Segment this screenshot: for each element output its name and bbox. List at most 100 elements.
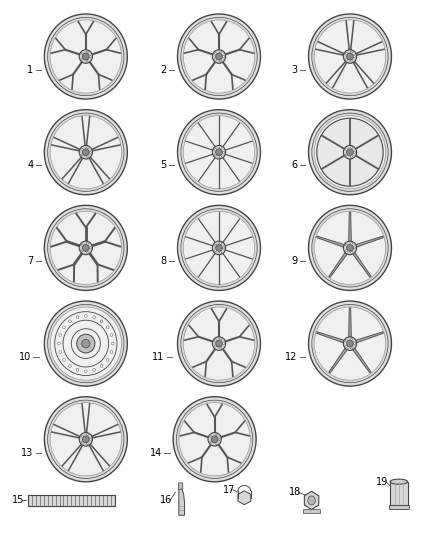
Ellipse shape <box>93 368 95 372</box>
Ellipse shape <box>350 51 352 53</box>
Ellipse shape <box>106 359 109 361</box>
FancyBboxPatch shape <box>389 505 409 510</box>
Ellipse shape <box>211 436 218 443</box>
Ellipse shape <box>214 58 216 60</box>
Ellipse shape <box>69 320 71 322</box>
Text: 1: 1 <box>27 65 33 75</box>
Ellipse shape <box>317 118 383 186</box>
Ellipse shape <box>215 443 217 445</box>
Ellipse shape <box>81 249 83 252</box>
Polygon shape <box>179 486 184 515</box>
Text: 5: 5 <box>160 160 166 171</box>
Ellipse shape <box>219 243 221 244</box>
Ellipse shape <box>184 20 254 93</box>
Ellipse shape <box>48 304 124 383</box>
Ellipse shape <box>314 211 385 285</box>
Polygon shape <box>329 347 348 373</box>
Polygon shape <box>317 332 346 343</box>
Ellipse shape <box>48 400 124 479</box>
Ellipse shape <box>81 441 83 443</box>
Ellipse shape <box>346 249 347 252</box>
Ellipse shape <box>173 397 256 482</box>
Ellipse shape <box>181 113 257 191</box>
Ellipse shape <box>343 337 357 350</box>
Text: 12: 12 <box>285 352 297 362</box>
Ellipse shape <box>346 53 347 55</box>
Ellipse shape <box>208 432 221 446</box>
Ellipse shape <box>81 154 83 156</box>
Ellipse shape <box>215 245 223 251</box>
Text: 16: 16 <box>160 495 172 505</box>
Ellipse shape <box>177 400 253 479</box>
Ellipse shape <box>86 147 88 149</box>
Ellipse shape <box>50 211 121 285</box>
Ellipse shape <box>346 340 353 347</box>
Ellipse shape <box>350 243 352 244</box>
Ellipse shape <box>110 334 113 336</box>
Ellipse shape <box>81 340 90 348</box>
Polygon shape <box>349 212 351 243</box>
Ellipse shape <box>44 110 127 195</box>
Ellipse shape <box>82 245 89 251</box>
Ellipse shape <box>82 436 89 443</box>
Ellipse shape <box>314 20 385 93</box>
Ellipse shape <box>312 18 388 95</box>
Ellipse shape <box>63 326 65 329</box>
Ellipse shape <box>44 14 127 99</box>
Ellipse shape <box>89 55 91 58</box>
Ellipse shape <box>81 244 83 246</box>
Ellipse shape <box>86 60 88 62</box>
Ellipse shape <box>346 245 353 251</box>
Ellipse shape <box>343 146 357 159</box>
Ellipse shape <box>219 252 221 253</box>
Ellipse shape <box>343 241 357 255</box>
Polygon shape <box>354 236 383 248</box>
Ellipse shape <box>346 154 347 156</box>
Ellipse shape <box>89 247 91 249</box>
Ellipse shape <box>308 496 315 505</box>
Ellipse shape <box>312 209 388 287</box>
Text: 9: 9 <box>291 256 297 266</box>
Ellipse shape <box>346 244 347 246</box>
Ellipse shape <box>350 156 352 158</box>
Ellipse shape <box>214 154 216 156</box>
Ellipse shape <box>89 151 91 153</box>
Ellipse shape <box>215 340 223 347</box>
Ellipse shape <box>350 60 352 62</box>
Ellipse shape <box>85 370 87 373</box>
Ellipse shape <box>214 244 216 246</box>
Ellipse shape <box>308 205 392 290</box>
Ellipse shape <box>181 209 257 287</box>
Ellipse shape <box>312 113 388 191</box>
Polygon shape <box>352 251 371 277</box>
Ellipse shape <box>44 301 127 386</box>
Ellipse shape <box>59 334 61 336</box>
Text: 17: 17 <box>223 485 236 495</box>
Ellipse shape <box>86 156 88 158</box>
Text: 13: 13 <box>21 448 33 457</box>
Ellipse shape <box>184 211 254 285</box>
Ellipse shape <box>81 58 83 60</box>
Ellipse shape <box>86 51 88 53</box>
Ellipse shape <box>100 320 103 322</box>
Ellipse shape <box>82 149 89 156</box>
Text: 6: 6 <box>291 160 297 171</box>
Text: 2: 2 <box>160 65 166 75</box>
Ellipse shape <box>81 53 83 55</box>
Ellipse shape <box>184 307 254 380</box>
Ellipse shape <box>353 247 356 249</box>
Ellipse shape <box>100 365 103 367</box>
Text: 11: 11 <box>152 352 164 362</box>
Ellipse shape <box>219 347 221 349</box>
Ellipse shape <box>86 443 88 445</box>
Ellipse shape <box>308 301 392 386</box>
Ellipse shape <box>223 55 225 58</box>
Ellipse shape <box>308 110 392 195</box>
Ellipse shape <box>76 316 79 319</box>
Ellipse shape <box>86 243 88 244</box>
Ellipse shape <box>214 149 216 150</box>
Ellipse shape <box>85 314 87 317</box>
Polygon shape <box>354 332 383 343</box>
Ellipse shape <box>346 53 353 60</box>
Ellipse shape <box>346 149 353 156</box>
